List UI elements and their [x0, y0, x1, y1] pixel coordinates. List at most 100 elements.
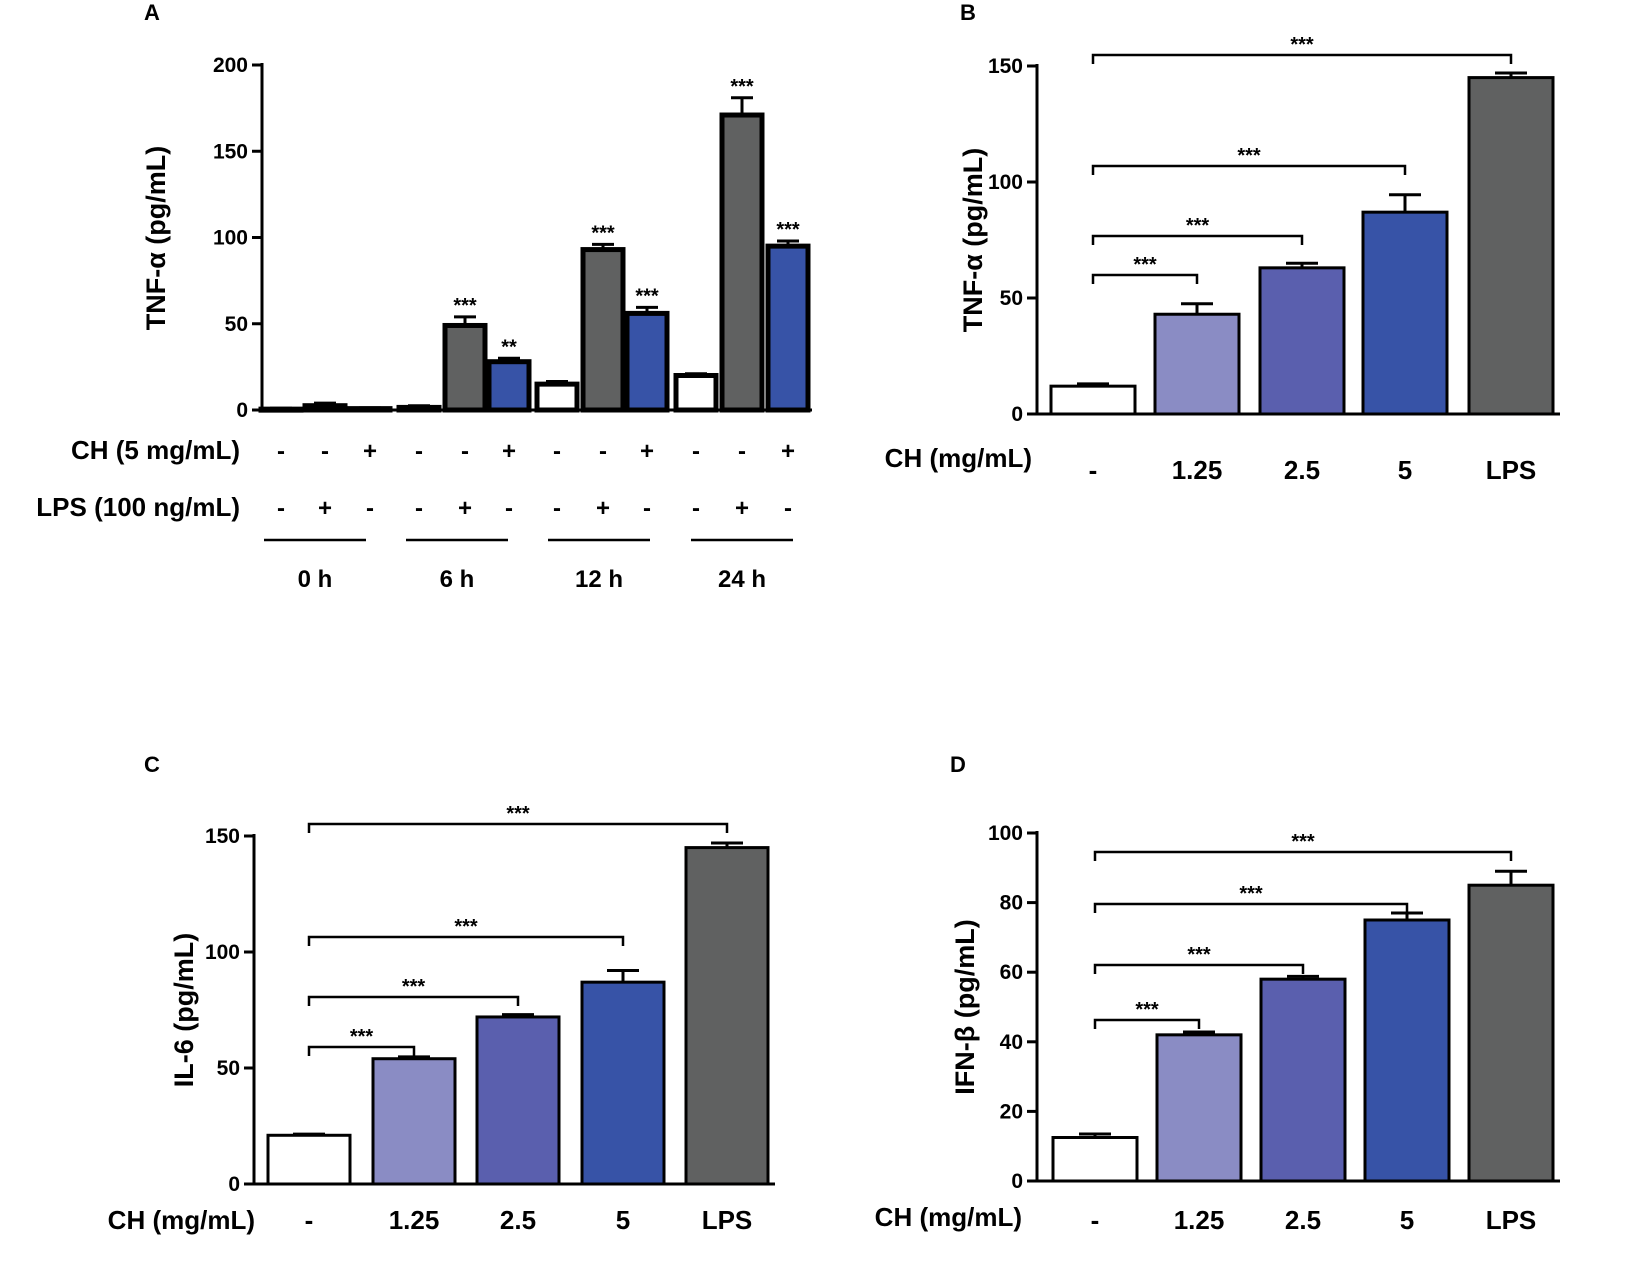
category-label: LPS: [1486, 1205, 1537, 1235]
bar: [684, 846, 770, 1186]
panel-c: C 0 50 100 150 IL-6 (pg/mL) - 1.25 2.5 5 LPS CH (mg…: [108, 752, 775, 1235]
ch-sign: -: [461, 438, 469, 465]
category-label: 2.5: [1284, 455, 1320, 485]
bar: [266, 1133, 352, 1186]
significance-label: ***: [635, 285, 659, 307]
lps-sign: +: [318, 495, 332, 522]
category-label: 5: [1398, 455, 1412, 485]
y-tick-label: 20: [1000, 1100, 1023, 1123]
row-label-ch: CH (5 mg/mL): [71, 435, 240, 465]
panel-a-letter: A: [144, 0, 160, 25]
significance-label: ***: [1186, 215, 1210, 237]
significance-label: ***: [402, 976, 426, 998]
lps-sign: +: [596, 495, 610, 522]
comparison-bracket: [307, 822, 729, 833]
comparison-bracket: [1091, 273, 1199, 284]
y-tick-label: 0: [1011, 1170, 1023, 1193]
significance-label: ***: [591, 222, 615, 244]
category-label: 1.25: [389, 1205, 440, 1235]
bar: [442, 322, 488, 413]
x-axis-label: CH (mg/mL): [108, 1205, 255, 1235]
y-tick-label: 0: [236, 399, 248, 422]
y-axis-label: TNF-α (pg/mL): [958, 148, 988, 333]
y-tick-label: 0: [1011, 403, 1023, 426]
comparison-bracket: [1091, 234, 1304, 245]
panel-b: B 0 50 100 150 TNF-α (pg/mL) - 1.25 2.5 5 LPS CH (m…: [885, 0, 1560, 485]
bar: [1155, 1033, 1243, 1183]
bar: [302, 403, 348, 413]
bar: [1467, 883, 1555, 1183]
y-tick-label: 80: [1000, 892, 1023, 915]
y-axis-label: TNF-α (pg/mL): [141, 146, 171, 331]
y-axis-label: IFN-β (pg/mL): [950, 919, 980, 1094]
category-label: -: [1091, 1205, 1100, 1235]
comparison-bracket: [307, 935, 625, 946]
significance-label: ***: [1135, 999, 1159, 1021]
bar: [1467, 76, 1555, 416]
bar: [396, 404, 442, 413]
bar: [673, 373, 719, 413]
lps-sign: -: [415, 495, 423, 522]
panel-c-letter: C: [144, 752, 160, 777]
row-label-lps: LPS (100 ng/mL): [36, 492, 240, 522]
significance-label: ***: [1290, 34, 1314, 56]
comparison-bracket: [1093, 850, 1513, 861]
y-tick-label: 60: [1000, 961, 1023, 984]
bar: [1361, 210, 1449, 416]
y-axis-label: IL-6 (pg/mL): [169, 933, 199, 1087]
category-label: 2.5: [1285, 1205, 1321, 1235]
category-label: 5: [1400, 1205, 1414, 1235]
significance-label: ***: [454, 916, 478, 938]
panel-d: D 0 20 40 60 80 100 IFN-β (pg/mL) - 1.25 2.5 5 LPS CH…: [875, 752, 1560, 1235]
y-tick-label: 150: [205, 825, 240, 848]
lps-sign: -: [366, 495, 374, 522]
significance-label: ***: [1239, 883, 1263, 905]
ch-sign: +: [640, 438, 654, 465]
significance-label: ***: [1237, 145, 1261, 167]
comparison-bracket: [307, 995, 520, 1006]
y-tick-label: 150: [213, 140, 248, 163]
significance-label: ***: [1291, 831, 1315, 853]
significance-label: ***: [776, 219, 800, 241]
x-axis-label: CH (mg/mL): [875, 1202, 1022, 1232]
group-label: 24 h: [718, 566, 766, 593]
panel-d-letter: D: [950, 752, 966, 777]
ch-sign: -: [738, 438, 746, 465]
bar: [534, 381, 580, 413]
y-tick-label: 150: [988, 55, 1023, 78]
y-tick-label: 0: [228, 1173, 240, 1196]
significance-label: **: [501, 336, 517, 358]
ch-sign: -: [321, 438, 329, 465]
ch-sign: -: [415, 438, 423, 465]
y-tick-label: 40: [1000, 1031, 1023, 1054]
category-label: 1.25: [1172, 455, 1223, 485]
group-label: 12 h: [575, 566, 623, 593]
y-tick-label: 50: [217, 1057, 240, 1080]
bar: [371, 1057, 457, 1186]
bar: [475, 1015, 561, 1186]
lps-sign: -: [643, 495, 651, 522]
category-label: 2.5: [500, 1205, 536, 1235]
bar: [1049, 384, 1137, 416]
ch-sign: -: [692, 438, 700, 465]
comparison-bracket: [1093, 902, 1409, 913]
bar: [1258, 266, 1346, 416]
comparison-bracket: [1091, 53, 1513, 64]
bar: [765, 243, 811, 413]
ch-sign: -: [277, 438, 285, 465]
comparison-bracket: [1093, 963, 1305, 974]
bar: [719, 112, 765, 413]
y-tick-label: 100: [213, 227, 248, 250]
y-tick-label: 100: [988, 822, 1023, 845]
ch-sign: +: [363, 438, 377, 465]
category-label: -: [305, 1205, 314, 1235]
category-label: LPS: [1486, 455, 1537, 485]
significance-label: ***: [730, 76, 754, 98]
lps-sign: -: [505, 495, 513, 522]
comparison-bracket: [1093, 1018, 1201, 1029]
category-label: 5: [616, 1205, 630, 1235]
bar: [1363, 918, 1451, 1183]
bar: [580, 247, 626, 413]
